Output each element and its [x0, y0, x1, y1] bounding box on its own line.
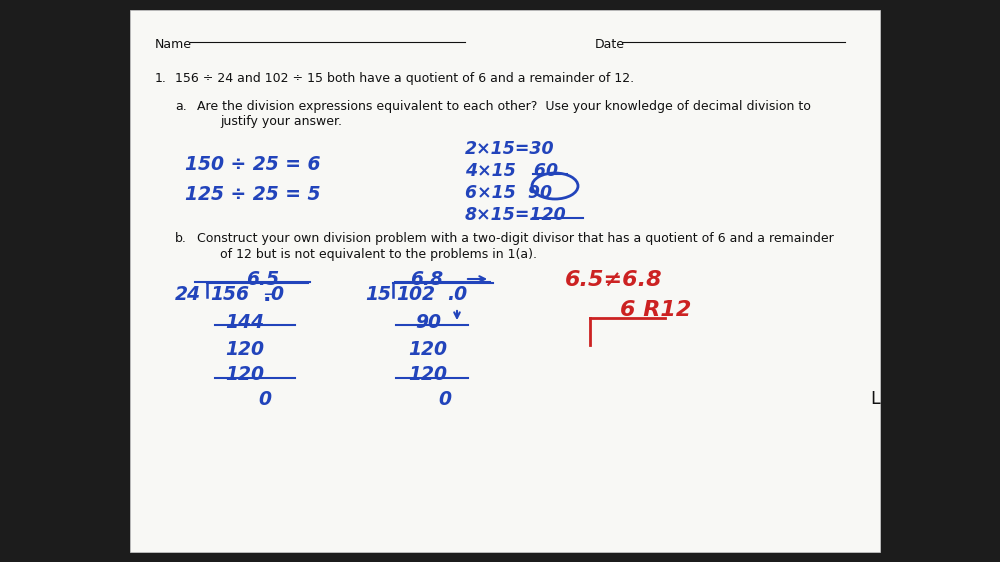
Text: Construct your own division problem with a two-digit divisor that has a quotient: Construct your own division problem with…	[197, 232, 834, 245]
Text: 6 R12: 6 R12	[620, 300, 691, 320]
Text: 1.: 1.	[155, 72, 167, 85]
Text: 24: 24	[175, 285, 201, 304]
Text: 6.5≠6.8: 6.5≠6.8	[565, 270, 663, 290]
Text: Are the division expressions equivalent to each other?  Use your knowledge of de: Are the division expressions equivalent …	[197, 100, 811, 113]
Text: 0: 0	[270, 285, 283, 304]
Text: 144: 144	[225, 313, 264, 332]
Text: L: L	[870, 390, 880, 408]
Text: 120: 120	[225, 365, 264, 384]
Text: 120: 120	[408, 340, 447, 359]
Text: 150 ÷ 25 = 6: 150 ÷ 25 = 6	[185, 155, 320, 174]
Text: 2×15=30: 2×15=30	[465, 140, 555, 158]
Text: 120: 120	[225, 340, 264, 359]
FancyBboxPatch shape	[130, 10, 880, 552]
Text: 6×15  90: 6×15 90	[465, 184, 552, 202]
Text: 8×15=120: 8×15=120	[465, 206, 567, 224]
Text: Date: Date	[595, 38, 625, 51]
Text: 102: 102	[396, 285, 435, 304]
Text: justify your answer.: justify your answer.	[220, 115, 342, 128]
Text: 4×15   60: 4×15 60	[465, 162, 558, 180]
Text: 0: 0	[258, 390, 271, 409]
Text: 6.5: 6.5	[246, 270, 279, 289]
Text: 0: 0	[438, 390, 451, 409]
Text: 156 ÷ 24 and 102 ÷ 15 both have a quotient of 6 and a remainder of 12.: 156 ÷ 24 and 102 ÷ 15 both have a quotie…	[175, 72, 634, 85]
Text: b.: b.	[175, 232, 187, 245]
Text: of 12 but is not equivalent to the problems in 1(a).: of 12 but is not equivalent to the probl…	[220, 248, 537, 261]
Text: .0: .0	[447, 285, 467, 304]
Text: 90: 90	[415, 313, 441, 332]
Text: a.: a.	[175, 100, 187, 113]
Text: 156: 156	[210, 285, 249, 304]
Text: .: .	[263, 285, 271, 305]
Text: –: –	[263, 285, 272, 304]
Text: 15: 15	[365, 285, 391, 304]
Text: Name: Name	[155, 38, 192, 51]
Text: 6.8: 6.8	[410, 270, 443, 289]
Text: 125 ÷ 25 = 5: 125 ÷ 25 = 5	[185, 185, 320, 204]
Text: 120: 120	[408, 365, 447, 384]
